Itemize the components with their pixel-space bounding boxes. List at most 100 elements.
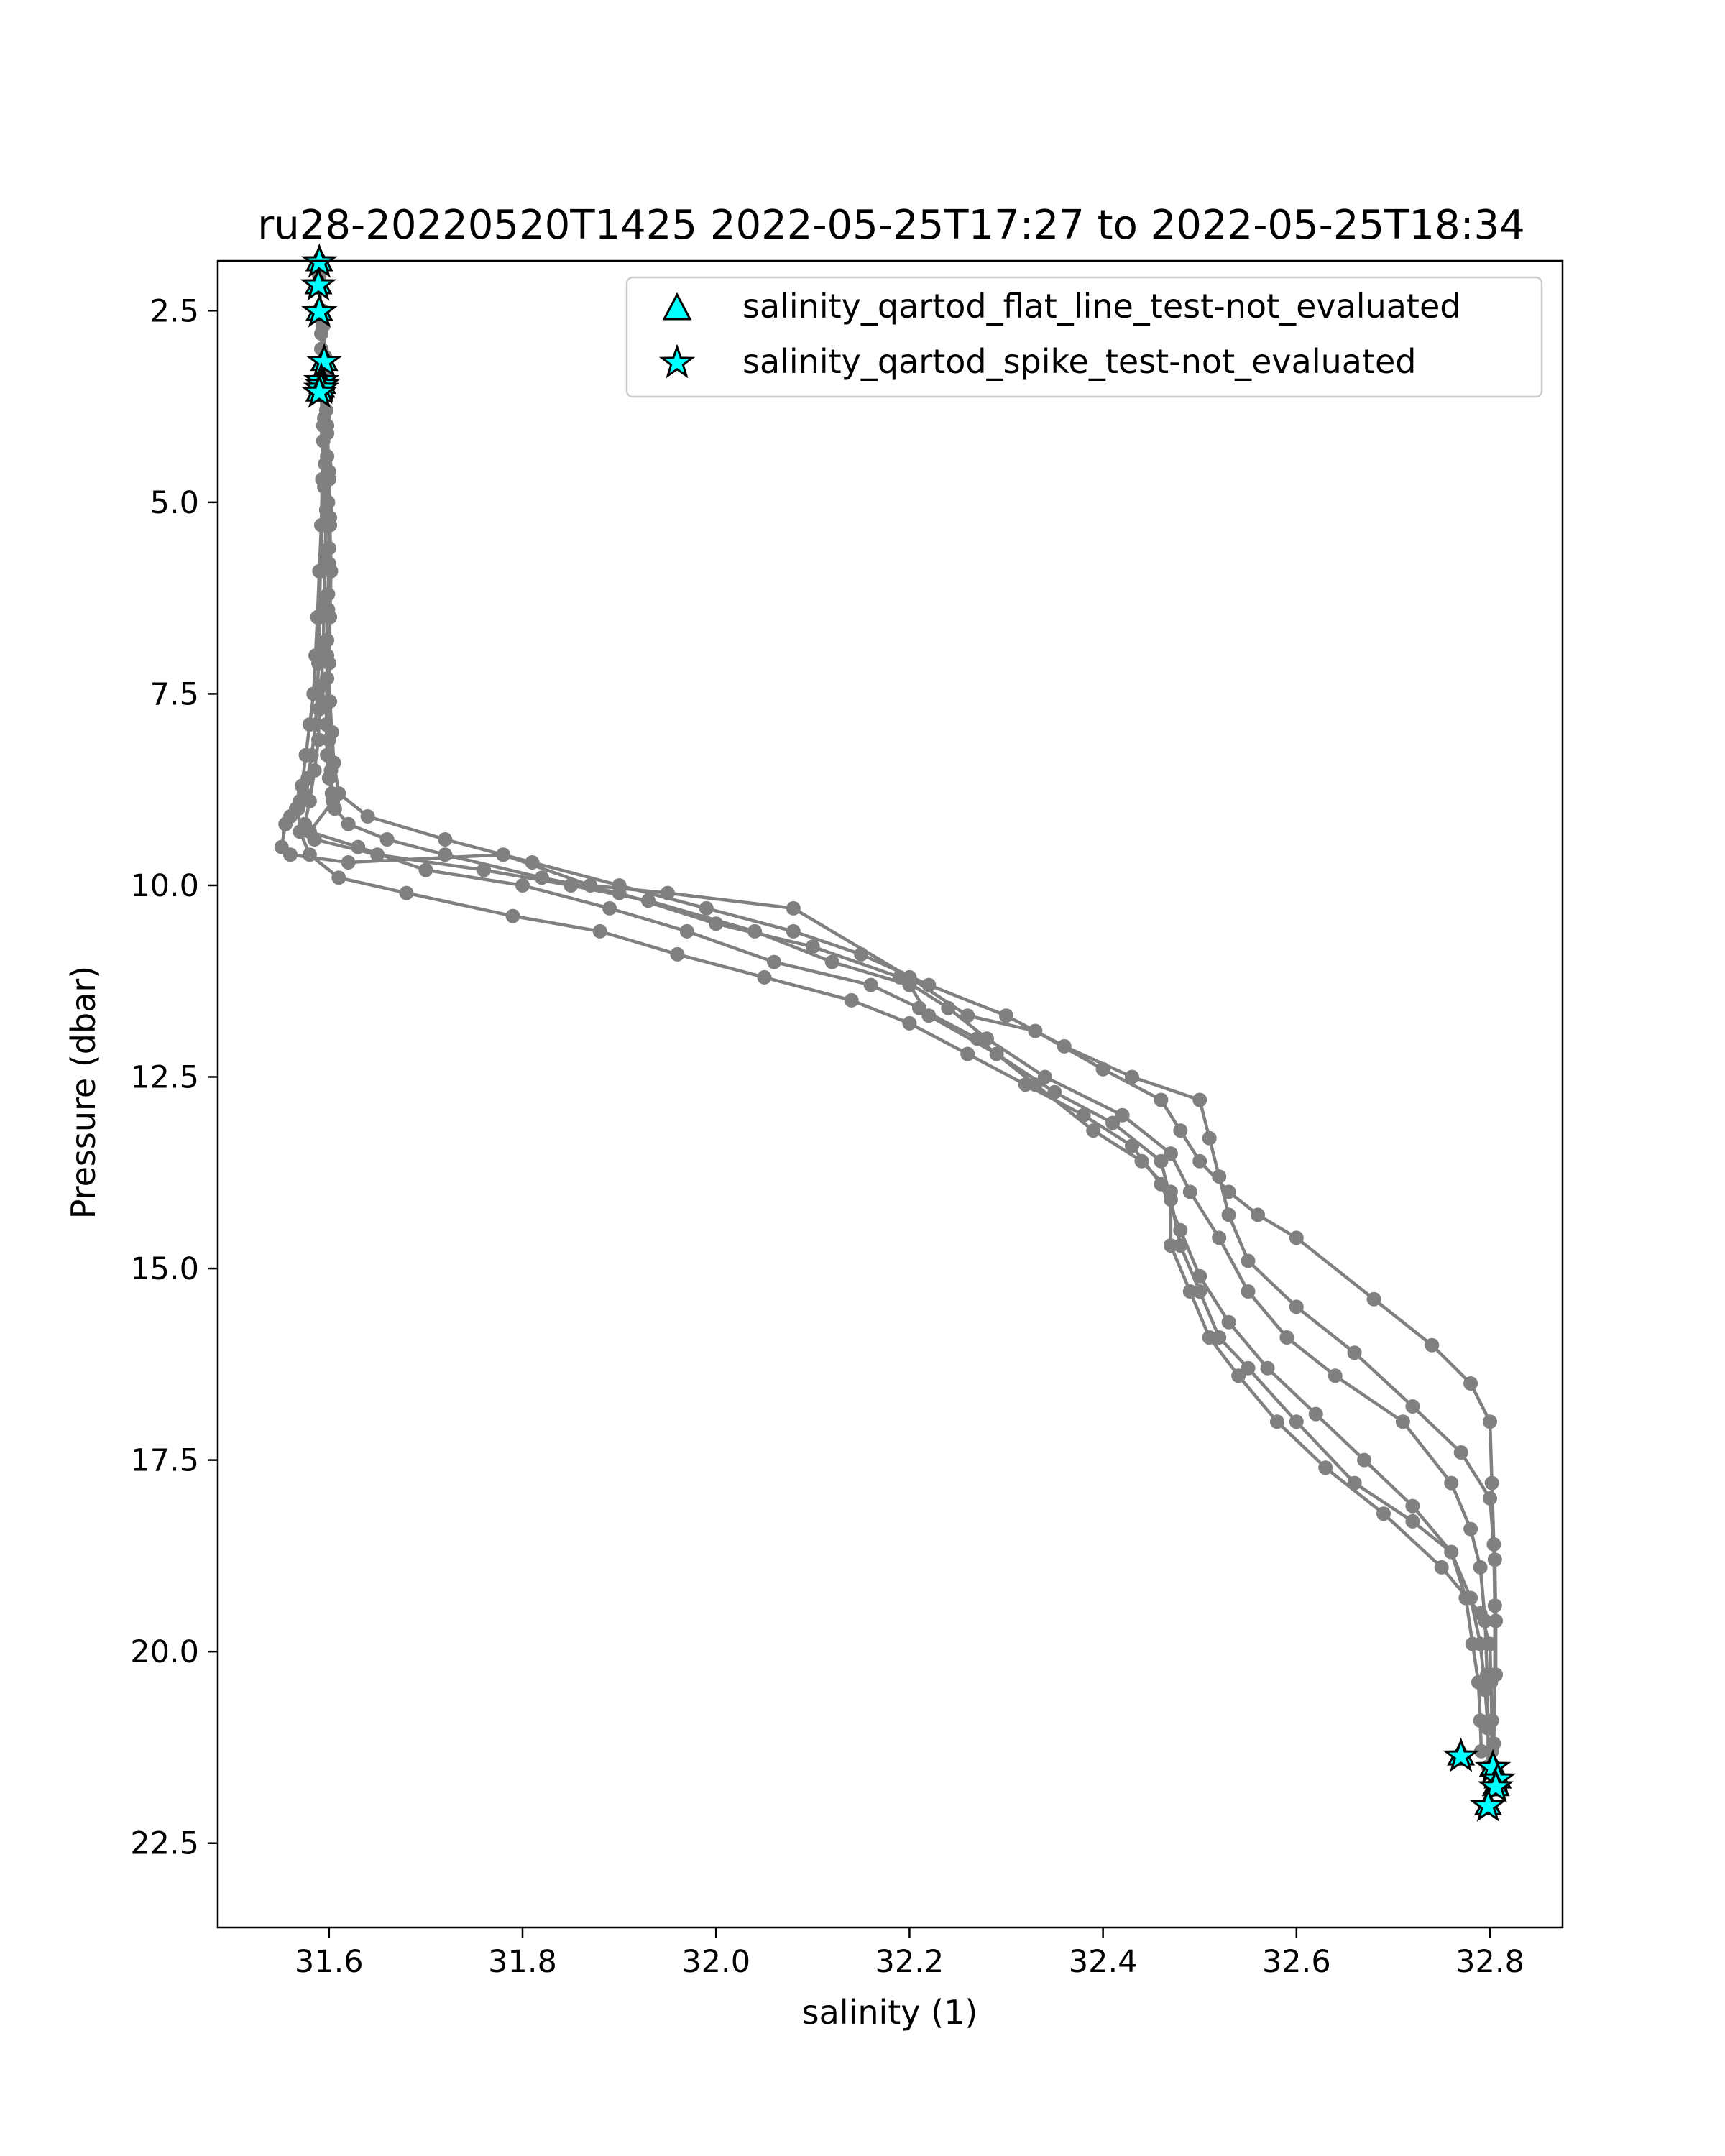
profile-point [293, 824, 308, 839]
profile-point [960, 1046, 975, 1061]
profile-point [311, 732, 326, 747]
x-tick-label: 32.8 [1455, 1944, 1524, 1980]
profile-point [1125, 1138, 1139, 1153]
x-tick-label: 31.8 [488, 1944, 557, 1980]
profile-point [295, 778, 310, 793]
profile-point [1483, 1414, 1497, 1429]
profile-point [1453, 1445, 1468, 1460]
profile-point [786, 900, 801, 916]
profile-point [314, 326, 328, 341]
legend-star-marker [658, 344, 696, 379]
profile-point [1484, 1475, 1499, 1491]
profile-point [302, 793, 317, 808]
profile-point [1192, 1268, 1208, 1284]
profile-point [902, 977, 917, 992]
profile-point [321, 471, 336, 487]
profile-point [418, 862, 433, 877]
profile-point [1231, 1368, 1246, 1383]
y-axis-label: Pressure (dbar) [64, 966, 103, 1219]
profile-point [602, 900, 617, 916]
profile-point [323, 694, 338, 709]
profile-point [641, 893, 656, 908]
profile-point [323, 609, 338, 625]
profile-point [679, 923, 694, 939]
profile-point [824, 954, 840, 969]
x-tick-label: 32.2 [875, 1944, 944, 1980]
profile-6 [317, 379, 1504, 1682]
profile-point [1473, 1606, 1488, 1621]
profile-point [1405, 1399, 1420, 1414]
profile-point [854, 946, 869, 962]
profile-point [564, 878, 579, 893]
profile-point [699, 900, 714, 916]
profile-point [1018, 1077, 1033, 1092]
profile-point [863, 977, 878, 992]
y-tick-label: 15.0 [130, 1251, 199, 1287]
profile-point [324, 724, 339, 740]
x-tick-label: 32.6 [1262, 1944, 1331, 1980]
profile-point [525, 855, 540, 870]
profile-point [1057, 1038, 1072, 1054]
profile-point [341, 855, 356, 870]
profile-point [1487, 1552, 1502, 1567]
profile-point [1125, 1069, 1139, 1084]
y-tick-label: 12.5 [130, 1060, 199, 1096]
profile-point [515, 878, 530, 893]
profile-point [1483, 1491, 1497, 1506]
profile-point [767, 954, 781, 969]
profile-point [323, 563, 339, 579]
profile-point [290, 801, 305, 816]
profile-point [1163, 1146, 1178, 1161]
profile-point [1154, 1176, 1169, 1192]
profile-point [1473, 1743, 1489, 1759]
profile-point [1489, 1667, 1504, 1682]
profile-point [323, 517, 338, 533]
profile-point [1478, 1682, 1493, 1697]
profile-point [302, 717, 317, 732]
profile-point [902, 1015, 917, 1031]
profile-point [302, 847, 317, 862]
spike-flag-marker [1443, 1737, 1479, 1772]
profile-point [331, 786, 346, 801]
profile-point [1241, 1284, 1256, 1299]
profile-point [341, 816, 356, 831]
profile-point [1192, 1092, 1208, 1107]
profile-point [308, 648, 323, 663]
profile-point [921, 977, 937, 992]
profile-point [1434, 1560, 1449, 1575]
legend-box [625, 276, 1543, 398]
plot-frame [216, 259, 1564, 1929]
profile-point [283, 847, 298, 862]
profile-point [1076, 1107, 1091, 1123]
y-tick-label: 5.0 [150, 485, 199, 521]
y-tick-label: 10.0 [130, 868, 199, 904]
y-tick-label: 17.5 [130, 1443, 199, 1479]
profile-point [1405, 1498, 1420, 1514]
profile-point [331, 870, 346, 885]
profile-point [670, 946, 685, 962]
profile-point [805, 939, 820, 954]
profile-point [1484, 1743, 1499, 1759]
profile-point [1308, 1406, 1323, 1422]
profile-point [306, 686, 321, 701]
spike-flag-marker [305, 343, 343, 378]
profile-point [1192, 1153, 1208, 1169]
profile-point [1425, 1337, 1440, 1353]
profile-point [1489, 1613, 1504, 1628]
profile-point [1405, 1514, 1420, 1529]
plot-area [274, 243, 1517, 1822]
profile-point [320, 425, 335, 441]
profile-point [612, 878, 627, 893]
profile-point [1241, 1360, 1256, 1376]
profile-point [1366, 1291, 1381, 1307]
profile-point [1202, 1330, 1217, 1345]
profile-point [438, 832, 453, 847]
profile-point [1473, 1560, 1488, 1575]
profile-point [351, 839, 366, 854]
profile-point [1086, 1123, 1101, 1138]
spike-flag-marker [301, 292, 338, 328]
profile-point [1376, 1506, 1391, 1521]
profile-point [307, 763, 322, 778]
legend-label-spike: salinity_qartod_spike_test-not_evaluated [742, 342, 1416, 381]
